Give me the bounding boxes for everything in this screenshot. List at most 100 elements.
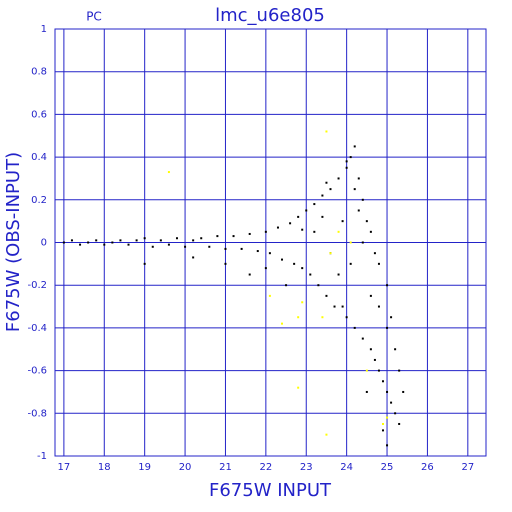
point (353, 188, 356, 191)
point (135, 239, 138, 242)
point (305, 209, 308, 212)
point (321, 215, 324, 218)
point (337, 273, 340, 276)
point (341, 305, 344, 308)
point (373, 252, 376, 255)
point (264, 230, 267, 233)
x-tick-label: 24 (340, 462, 353, 473)
point (281, 258, 284, 261)
point (349, 262, 352, 265)
point (159, 239, 162, 242)
point (386, 390, 389, 393)
y-axis-label: F675W (OBS-INPUT) (3, 152, 24, 332)
point (337, 177, 340, 180)
point (386, 284, 389, 287)
point (301, 267, 304, 270)
point (386, 416, 389, 419)
point (224, 247, 227, 250)
point (369, 348, 372, 351)
point (301, 228, 304, 231)
point (281, 322, 284, 325)
x-tick-label: 27 (461, 462, 474, 473)
point (224, 262, 227, 265)
x-tick-label: 25 (381, 462, 394, 473)
y-tick-label: -1 (37, 451, 47, 462)
point (119, 239, 122, 242)
point (127, 243, 130, 246)
point (386, 326, 389, 329)
point (208, 245, 211, 248)
point (103, 243, 106, 246)
point (325, 181, 328, 184)
point (357, 177, 360, 180)
point (175, 237, 178, 240)
point (325, 294, 328, 297)
x-tick-label: 23 (300, 462, 313, 473)
point (394, 348, 397, 351)
point (398, 422, 401, 425)
point (79, 243, 82, 246)
point (248, 232, 251, 235)
y-tick-label: 0.2 (31, 195, 47, 206)
point (276, 226, 279, 229)
point (377, 369, 380, 372)
point (111, 241, 114, 244)
point (297, 316, 300, 319)
point (325, 130, 328, 133)
point (317, 284, 320, 287)
point (313, 203, 316, 206)
point (357, 209, 360, 212)
y-tick-label: -0.2 (27, 280, 47, 291)
point (268, 252, 271, 255)
point (143, 237, 146, 240)
point (95, 239, 98, 242)
point (70, 239, 73, 242)
point (398, 369, 401, 372)
point (373, 358, 376, 361)
point (390, 316, 393, 319)
point (289, 222, 292, 225)
point (313, 230, 316, 233)
point (369, 230, 372, 233)
point (394, 412, 397, 415)
point (390, 401, 393, 404)
point (167, 171, 170, 174)
point (256, 250, 259, 253)
point (301, 301, 304, 304)
point (381, 380, 384, 383)
point (381, 422, 384, 425)
point (248, 273, 251, 276)
point (333, 305, 336, 308)
point (353, 145, 356, 148)
point (349, 241, 352, 244)
x-tick-label: 22 (259, 462, 272, 473)
point (353, 326, 356, 329)
point (143, 262, 146, 265)
point (216, 235, 219, 238)
point (285, 284, 288, 287)
point (232, 235, 235, 238)
chart-title: lmc_u6e805 (215, 5, 325, 26)
point (264, 267, 267, 270)
y-tick-label: 0 (41, 238, 47, 249)
point (192, 239, 195, 242)
point (381, 429, 384, 432)
point (365, 369, 368, 372)
y-tick-label: 0.6 (31, 109, 47, 120)
point (240, 247, 243, 250)
point (361, 337, 364, 340)
chart-subtitle: PC (86, 10, 102, 24)
point (192, 256, 195, 259)
point (361, 241, 364, 244)
point (268, 294, 271, 297)
point (369, 294, 372, 297)
y-tick-label: -0.4 (27, 323, 47, 334)
point (297, 386, 300, 389)
point (184, 245, 187, 248)
point (402, 390, 405, 393)
y-tick-label: 0.8 (31, 67, 47, 78)
point (329, 252, 332, 255)
x-axis-label: F675W INPUT (209, 480, 332, 501)
